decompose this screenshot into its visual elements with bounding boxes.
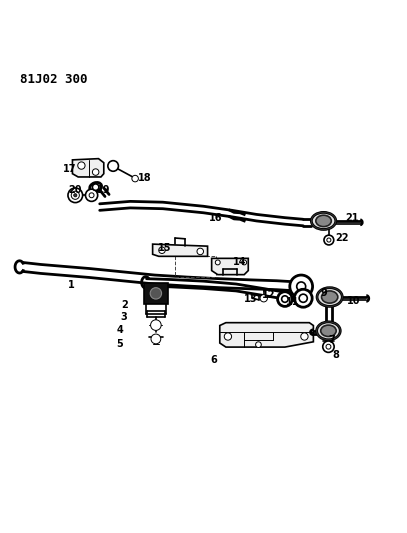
Circle shape: [290, 275, 313, 298]
Polygon shape: [153, 244, 208, 256]
Text: 5: 5: [117, 339, 123, 349]
Circle shape: [294, 289, 312, 307]
FancyBboxPatch shape: [144, 283, 168, 304]
Text: 7: 7: [328, 335, 335, 345]
Ellipse shape: [90, 182, 102, 192]
Ellipse shape: [322, 291, 338, 303]
Circle shape: [92, 169, 99, 175]
Text: 16: 16: [209, 213, 223, 223]
Circle shape: [323, 341, 334, 352]
Text: 12: 12: [262, 290, 276, 300]
Circle shape: [299, 294, 307, 302]
Text: 10: 10: [347, 296, 361, 306]
Text: 19: 19: [97, 185, 111, 195]
Circle shape: [74, 193, 77, 197]
Text: 1: 1: [68, 280, 74, 290]
Circle shape: [282, 296, 288, 302]
Text: 6: 6: [210, 355, 217, 365]
Text: 4: 4: [117, 325, 123, 335]
Ellipse shape: [316, 215, 331, 227]
Circle shape: [278, 292, 292, 306]
Text: 13: 13: [244, 294, 258, 304]
Text: 18: 18: [138, 173, 151, 183]
Circle shape: [327, 238, 331, 242]
Circle shape: [132, 175, 138, 182]
Polygon shape: [212, 259, 248, 274]
Polygon shape: [220, 322, 313, 347]
Circle shape: [197, 248, 204, 255]
Circle shape: [215, 260, 220, 265]
Text: 81J02 300: 81J02 300: [20, 73, 88, 86]
Circle shape: [78, 162, 85, 169]
Text: 11: 11: [286, 297, 300, 308]
Circle shape: [324, 235, 334, 245]
Circle shape: [85, 189, 98, 201]
Polygon shape: [72, 159, 104, 177]
Ellipse shape: [317, 288, 342, 306]
Circle shape: [297, 282, 306, 291]
Circle shape: [301, 333, 308, 340]
Circle shape: [242, 260, 247, 265]
Text: 21: 21: [345, 213, 359, 223]
Text: 20: 20: [68, 185, 82, 195]
Circle shape: [256, 342, 261, 348]
Ellipse shape: [321, 325, 336, 336]
Text: 17: 17: [62, 164, 76, 174]
Text: 8: 8: [333, 350, 339, 360]
Circle shape: [68, 188, 83, 203]
Circle shape: [159, 247, 165, 254]
Circle shape: [150, 288, 162, 299]
Circle shape: [151, 334, 161, 344]
Circle shape: [108, 160, 118, 171]
Circle shape: [89, 193, 94, 198]
Circle shape: [92, 184, 99, 190]
Text: 3: 3: [121, 312, 127, 322]
Circle shape: [326, 344, 331, 349]
Circle shape: [71, 191, 79, 199]
Ellipse shape: [317, 322, 340, 340]
Circle shape: [260, 295, 267, 302]
Circle shape: [151, 320, 161, 330]
Text: 14: 14: [233, 257, 247, 268]
Text: 2: 2: [121, 300, 127, 310]
Text: 15: 15: [158, 243, 172, 253]
Text: 22: 22: [335, 233, 349, 243]
Circle shape: [224, 333, 232, 340]
Ellipse shape: [311, 212, 336, 230]
Text: 9: 9: [320, 288, 327, 298]
